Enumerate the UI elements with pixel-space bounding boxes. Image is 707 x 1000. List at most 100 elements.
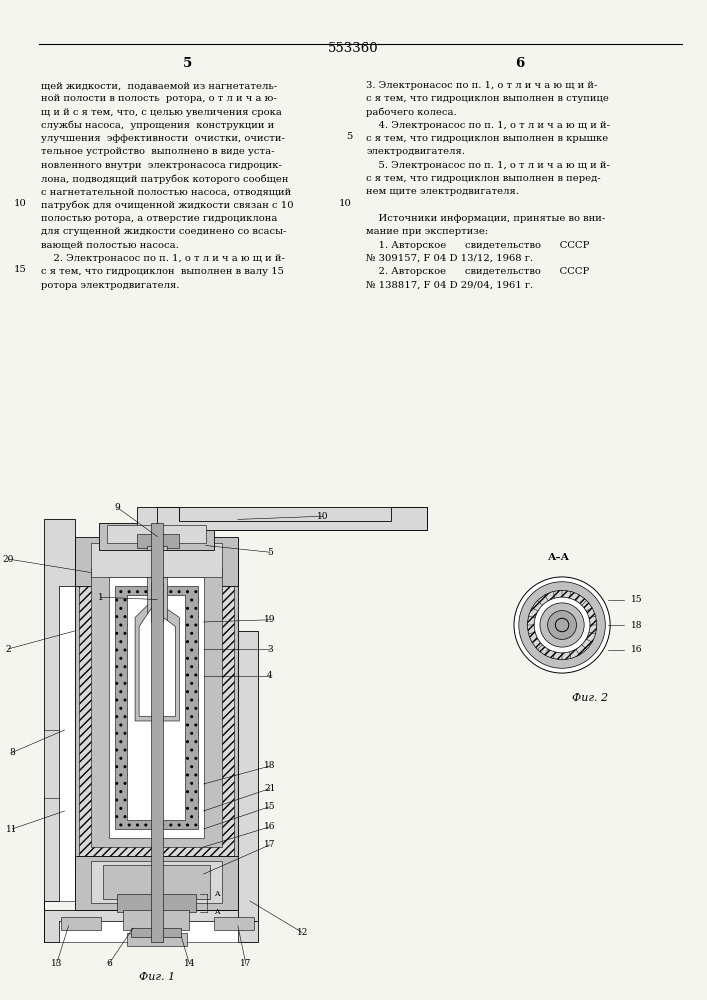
- Text: 21: 21: [264, 784, 276, 793]
- Polygon shape: [59, 586, 75, 901]
- Ellipse shape: [555, 618, 569, 632]
- Polygon shape: [135, 599, 180, 721]
- Ellipse shape: [519, 582, 605, 668]
- Text: для сгущенной жидкости соединено со всасы-: для сгущенной жидкости соединено со всас…: [41, 227, 286, 236]
- Text: с я тем, что гидроциклон  выполнен в валу 15: с я тем, что гидроциклон выполнен в валу…: [41, 267, 284, 276]
- Text: 18: 18: [631, 620, 643, 630]
- Bar: [90, 860, 222, 903]
- Text: службы насоса,  упрощения  конструкции и: службы насоса, упрощения конструкции и: [41, 121, 274, 130]
- Text: 19: 19: [264, 615, 276, 624]
- Text: A: A: [214, 908, 220, 916]
- Bar: [78, 559, 234, 856]
- Text: патрубок для очищенной жидкости связан с 10: патрубок для очищенной жидкости связан с…: [41, 201, 293, 210]
- Text: 553360: 553360: [328, 42, 379, 55]
- Bar: [137, 507, 180, 536]
- Text: 16: 16: [264, 822, 276, 831]
- Text: 5. Электронасос по п. 1, о т л и ч а ю щ и й-: 5. Электронасос по п. 1, о т л и ч а ю щ…: [366, 161, 610, 170]
- Bar: [107, 525, 206, 543]
- Text: 13: 13: [51, 960, 62, 968]
- Ellipse shape: [548, 611, 576, 639]
- Text: 14: 14: [184, 960, 195, 968]
- Text: 10: 10: [339, 199, 352, 208]
- Text: тельное устройство  выполнено в виде уста-: тельное устройство выполнено в виде уста…: [41, 147, 274, 156]
- Text: ной полости в полость  ротора, о т л и ч а ю-: ной полости в полость ротора, о т л и ч …: [41, 94, 276, 103]
- Text: ротора электродвигателя.: ротора электродвигателя.: [41, 280, 180, 290]
- Text: 8: 8: [9, 748, 15, 757]
- Text: новленного внутри  электронасоса гидроцик-: новленного внутри электронасоса гидроцик…: [41, 161, 282, 170]
- Text: № 138817, F 04 D 29/04, 1961 г.: № 138817, F 04 D 29/04, 1961 г.: [366, 280, 533, 290]
- Text: 12: 12: [297, 928, 308, 937]
- Text: рабочего колеса.: рабочего колеса.: [366, 108, 457, 117]
- Text: 1. Авторское      свидетельство      СССР: 1. Авторское свидетельство СССР: [366, 241, 590, 250]
- Text: Источники информации, принятые во вни-: Источники информации, принятые во вни-: [366, 214, 605, 223]
- Bar: [61, 917, 101, 930]
- Text: 11: 11: [6, 824, 18, 833]
- Text: мание при экспертизе:: мание при экспертизе:: [366, 227, 489, 236]
- Bar: [180, 507, 427, 530]
- Text: А–А: А–А: [547, 553, 570, 562]
- Ellipse shape: [534, 597, 590, 653]
- Bar: [137, 534, 180, 548]
- Bar: [115, 586, 197, 829]
- Text: 5: 5: [182, 57, 192, 70]
- Text: 4: 4: [267, 672, 273, 680]
- Text: 15: 15: [264, 802, 276, 811]
- Ellipse shape: [527, 590, 597, 660]
- Text: щей жидкости,  подаваемой из нагнетатель-: щей жидкости, подаваемой из нагнетатель-: [41, 81, 277, 90]
- Text: 10: 10: [14, 199, 27, 208]
- Bar: [127, 932, 187, 946]
- Bar: [151, 523, 163, 942]
- Bar: [214, 917, 254, 930]
- Bar: [123, 910, 189, 930]
- Bar: [109, 577, 204, 838]
- Text: 5: 5: [267, 548, 273, 557]
- Text: нем щите электродвигателя.: нем щите электродвигателя.: [366, 187, 519, 196]
- Text: с нагнетательной полостью насоса, отводящий: с нагнетательной полостью насоса, отводя…: [41, 187, 291, 196]
- Text: с я тем, что гидроциклон выполнен в крышке: с я тем, что гидроциклон выполнен в крыш…: [366, 134, 609, 143]
- Bar: [75, 536, 238, 586]
- Text: 3. Электронасос по п. 1, о т л и ч а ю щ и й-: 3. Электронасос по п. 1, о т л и ч а ю щ…: [366, 81, 597, 90]
- Text: 18: 18: [264, 762, 276, 770]
- Text: 9: 9: [114, 503, 119, 512]
- Text: 5: 5: [346, 132, 352, 141]
- Bar: [131, 928, 182, 937]
- Polygon shape: [157, 507, 427, 530]
- Bar: [103, 865, 209, 899]
- Text: Фиг. 2: Фиг. 2: [572, 693, 609, 703]
- Text: 3: 3: [267, 644, 273, 654]
- Ellipse shape: [540, 603, 584, 647]
- Text: Фиг. 1: Фиг. 1: [139, 972, 175, 982]
- Bar: [75, 856, 238, 910]
- Polygon shape: [45, 910, 258, 942]
- Text: полостью ротора, а отверстие гидроциклона: полостью ротора, а отверстие гидроциклон…: [41, 214, 277, 223]
- Text: 1: 1: [98, 593, 104, 602]
- Bar: [117, 894, 196, 912]
- Text: лона, подводящий патрубок которого сообщен: лона, подводящий патрубок которого сообщ…: [41, 174, 288, 184]
- Text: 4. Электронасос по п. 1, о т л и ч а ю щ и й-: 4. Электронасос по п. 1, о т л и ч а ю щ…: [366, 121, 610, 130]
- Text: № 309157, F 04 D 13/12, 1968 г.: № 309157, F 04 D 13/12, 1968 г.: [366, 254, 533, 263]
- Text: 16: 16: [631, 646, 643, 654]
- Text: улучшения  эффективности  очистки, очисти-: улучшения эффективности очистки, очисти-: [41, 134, 285, 143]
- Text: 17: 17: [264, 840, 276, 849]
- Text: 15: 15: [631, 595, 643, 604]
- Text: 2. Электронасос по п. 1, о т л и ч а ю щ и й-: 2. Электронасос по п. 1, о т л и ч а ю щ…: [41, 254, 285, 263]
- Text: 6: 6: [106, 960, 112, 968]
- Bar: [127, 595, 185, 820]
- Text: 2. Авторское      свидетельство      СССР: 2. Авторское свидетельство СССР: [366, 267, 590, 276]
- Text: вающей полостью насоса.: вающей полостью насоса.: [41, 241, 179, 250]
- Text: 20: 20: [2, 554, 14, 564]
- Ellipse shape: [514, 577, 610, 673]
- Bar: [90, 543, 222, 577]
- Bar: [147, 577, 168, 626]
- Text: 2: 2: [6, 644, 11, 654]
- Text: 10: 10: [317, 512, 328, 521]
- Text: 6: 6: [515, 57, 525, 70]
- Text: с я тем, что гидроциклон выполнен в перед-: с я тем, что гидроциклон выполнен в пере…: [366, 174, 601, 183]
- Text: с я тем, что гидроциклон выполнен в ступице: с я тем, что гидроциклон выполнен в ступ…: [366, 94, 609, 103]
- Text: щ и й с я тем, что, с целью увеличения срока: щ и й с я тем, что, с целью увеличения с…: [41, 108, 282, 117]
- Bar: [99, 523, 214, 550]
- Polygon shape: [139, 608, 175, 716]
- Text: электродвигателя.: электродвигателя.: [366, 147, 465, 156]
- Text: A: A: [214, 890, 220, 898]
- Polygon shape: [45, 518, 75, 942]
